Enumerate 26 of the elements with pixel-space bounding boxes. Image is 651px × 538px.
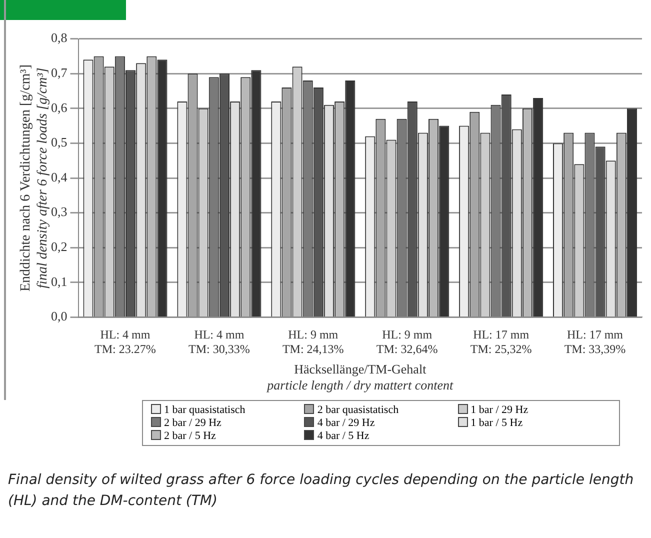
x-tick-label: HL: 17 mm TM: 33,39% (564, 328, 626, 356)
y-axis-title: Enddichte nach 6 Verdichtungen [g/cm³] final density after 6 force loads [g/cm³] (18, 64, 51, 292)
y-tick-label: 0,3 (51, 204, 68, 220)
x-tick-label: HL: 9 mm TM: 32,64% (376, 328, 438, 356)
x-tick-label: HL: 17 mm TM: 25,32% (470, 328, 532, 356)
x-tick-label: HL: 4 mm TM: 30,33% (188, 328, 250, 356)
x-axis-title: Häcksellänge/TM-Gehalt particle length / dry mattert content (266, 361, 454, 392)
text: Final density of wilted grass after 6 force loading cycles depending on the particle length (HL) and the DM-content (TM) (8, 471, 635, 511)
y-tick-label: 0,2 (51, 239, 68, 254)
legend-label: 2 bar / 29 Hz (163, 417, 222, 429)
x-tick-label: HL: 9 mm TM: 24,13% (282, 328, 344, 356)
y-tick-label: 0,5 (51, 134, 68, 150)
legend-label: 2 bar / 5 Hz (163, 430, 217, 442)
x-tick-label: HL: 4 mm TM: 23.27% (94, 328, 156, 356)
legend-label: 4 bar / 29 Hz (316, 417, 376, 429)
y-tick-label: 0,6 (51, 100, 68, 115)
y-tick-label: 0,7 (51, 65, 68, 80)
y-tick-label: 0,4 (51, 169, 68, 184)
y-tick-label: 0,1 (51, 274, 68, 289)
legend-label: 1 bar / 29 Hz (470, 404, 530, 416)
y-tick-label: 0,8 (51, 30, 68, 46)
legend-label: 2 bar quasistatisch (316, 404, 400, 416)
legend-label: 4 bar / 5 Hz (316, 430, 370, 442)
y-tick-label: 0,0 (51, 308, 68, 324)
legend-label: 1 bar / 5 Hz (470, 417, 524, 429)
legend-label: 1 bar quasistatisch (163, 404, 246, 416)
